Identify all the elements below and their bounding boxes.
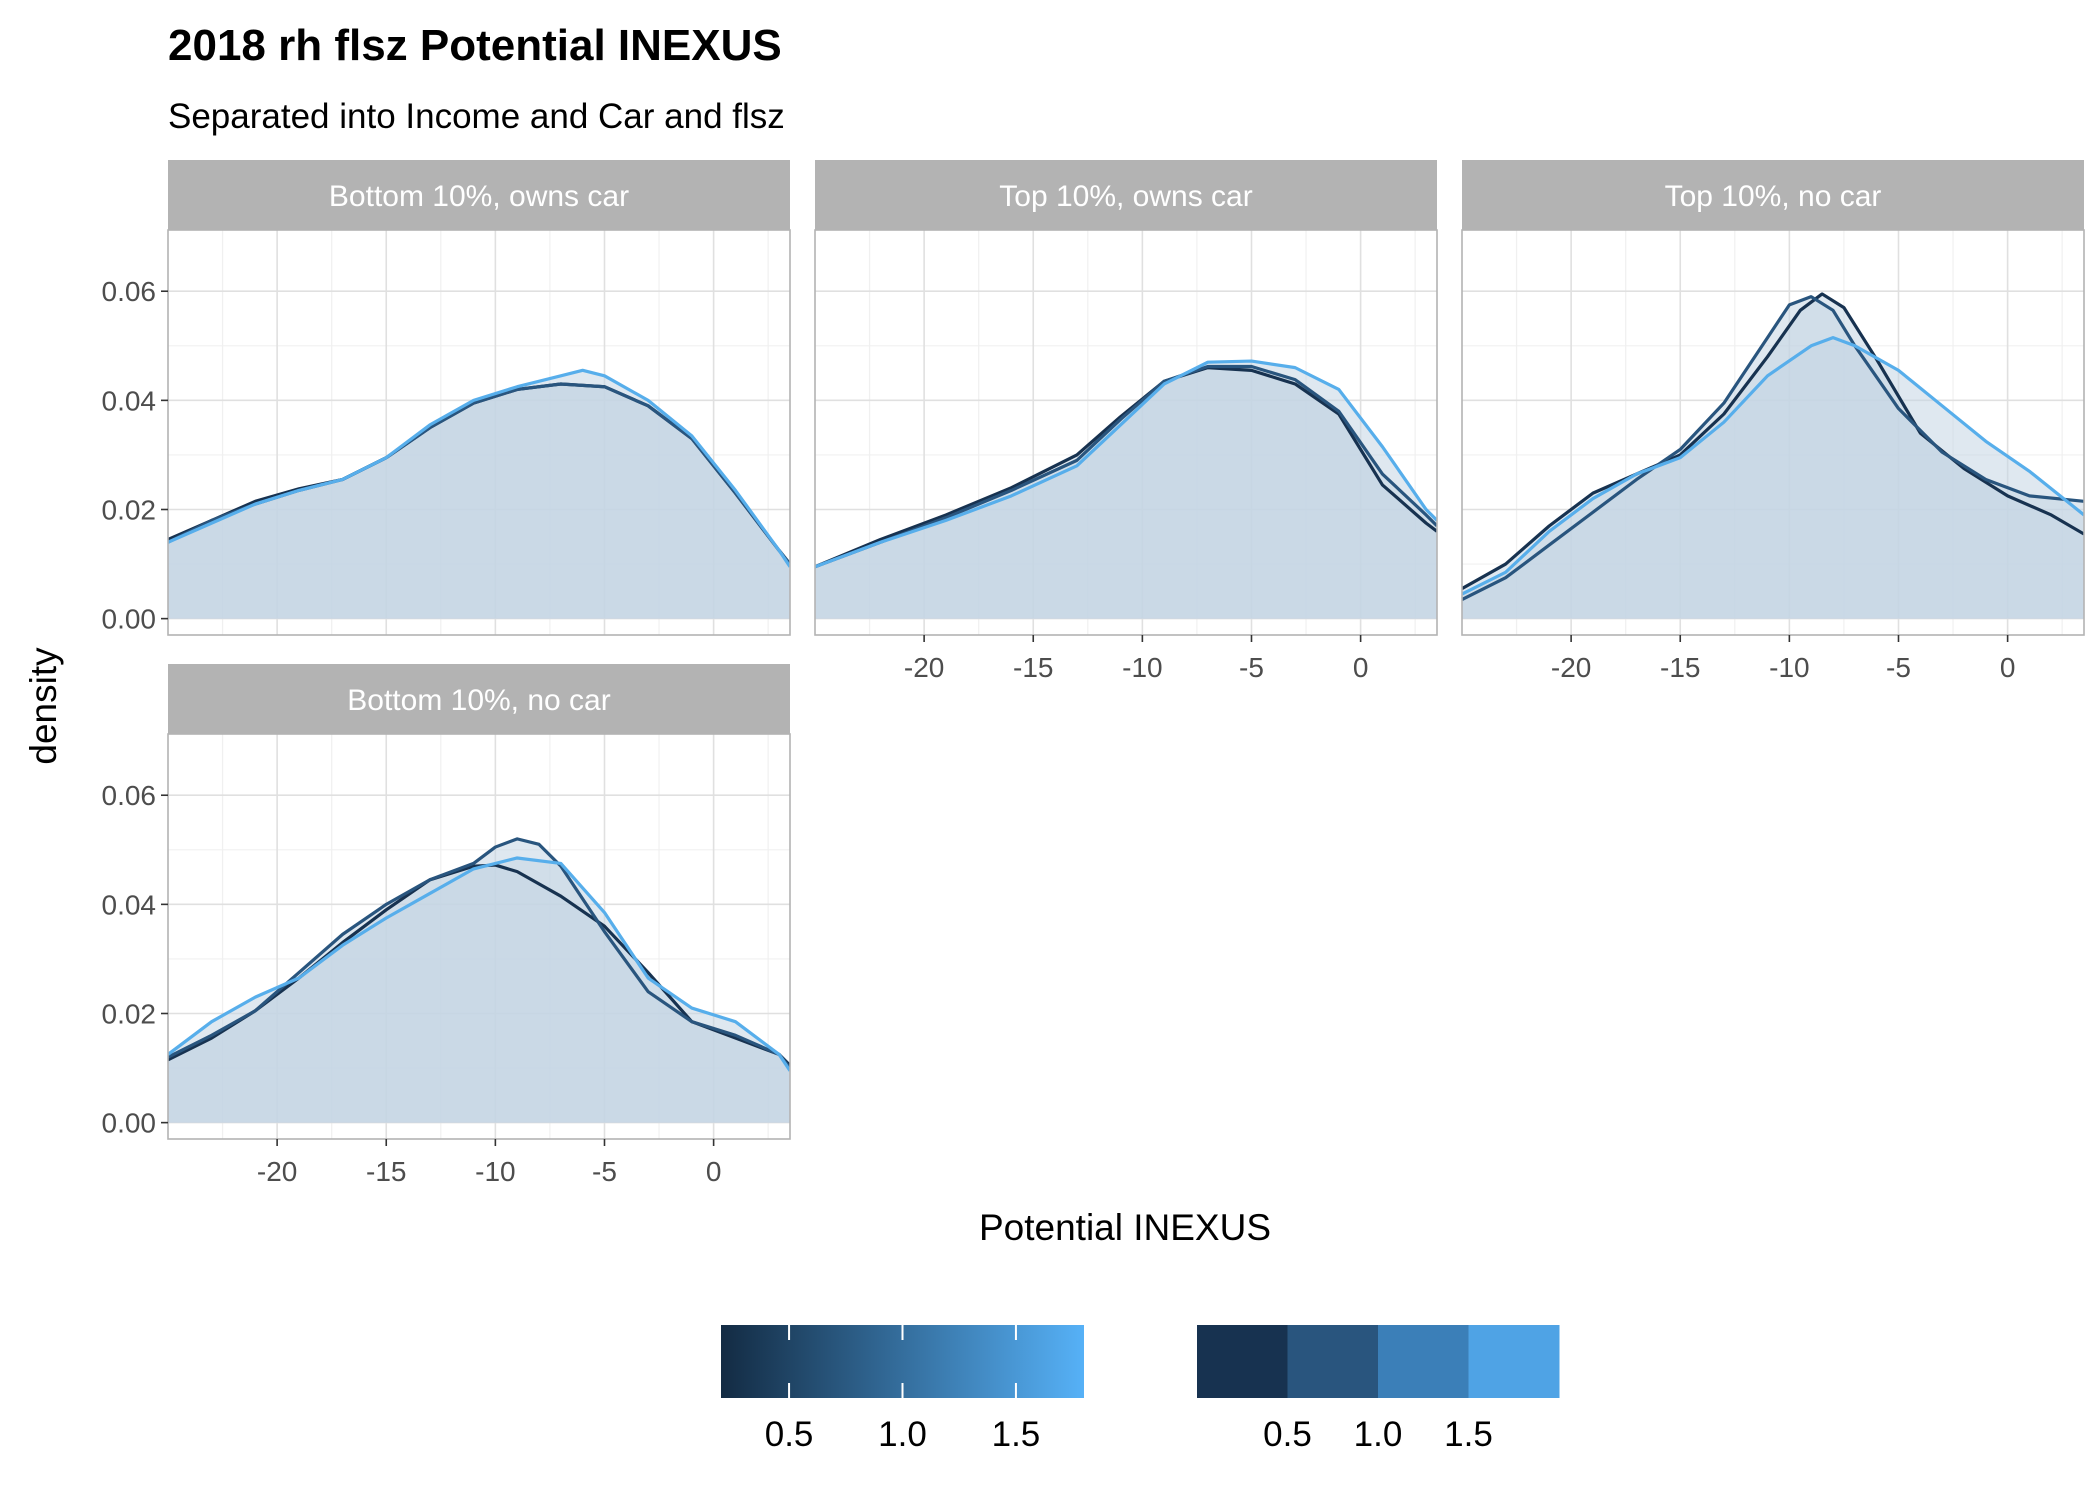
density-line	[168, 856, 790, 1072]
y-tick-label: 0.06	[102, 276, 157, 307]
y-tick-label: 0.00	[102, 604, 157, 635]
facet-strip-label: Bottom 10%, no car	[347, 684, 610, 717]
colorbar-label: 1.5	[992, 1415, 1041, 1454]
facet-strip	[1462, 160, 2084, 230]
facet-strip-label: Top 10%, owns car	[999, 180, 1252, 213]
y-tick-label: 0.06	[102, 780, 157, 811]
panel-border	[814, 229, 1438, 636]
steps-label: 1.5	[1444, 1415, 1493, 1454]
chart-title: 2018 rh flsz Potential INEXUS	[168, 21, 782, 70]
panel-border	[167, 229, 791, 636]
x-tick-label: -20	[1551, 652, 1591, 683]
y-tick-label: 0.02	[102, 998, 157, 1029]
colorbar-legend: 0.5 1.0 1.5	[721, 1325, 1084, 1454]
density-area	[168, 857, 790, 1123]
legend-step	[1378, 1325, 1469, 1398]
x-tick-label: -5	[592, 1156, 617, 1187]
x-tick-label: -10	[1122, 652, 1162, 683]
legends: 0.5 1.0 1.5 0.5 1.0 1.5	[721, 1325, 1560, 1454]
facet-panels: Bottom 10%, owns car 0.00 0.02 0.04 0.06 Top …	[102, 160, 2085, 1187]
y-tick-label: 0.04	[102, 889, 157, 920]
steps-label: 1.0	[1354, 1415, 1403, 1454]
x-tick-label: 0	[2000, 652, 2016, 683]
facet-panel: Top 10%, owns car -20 -15 -10 -5 0	[814, 160, 1438, 683]
density-line	[1462, 292, 2084, 591]
x-tick-label: 0	[706, 1156, 722, 1187]
legend-step	[1287, 1325, 1379, 1398]
x-tick-label: -10	[1769, 652, 1809, 683]
facet-strip	[168, 160, 790, 230]
plot-area	[168, 230, 790, 635]
x-tick-label: -20	[904, 652, 944, 683]
facet-strip	[815, 160, 1437, 230]
density-line	[1462, 295, 2084, 601]
colorbar-label: 1.0	[878, 1415, 927, 1454]
facet-strip	[168, 664, 790, 734]
y-tick-label: 0.04	[102, 385, 157, 416]
x-axis-title: Potential INEXUS	[979, 1207, 1271, 1248]
x-tick-label: -15	[1013, 652, 1053, 683]
facet-strip-label: Top 10%, no car	[1665, 180, 1882, 213]
x-tick-label: -5	[1886, 652, 1911, 683]
x-tick-label: -20	[257, 1156, 297, 1187]
y-axis-title: density	[23, 647, 64, 765]
chart-subtitle: Separated into Income and Car and flsz	[168, 97, 785, 136]
x-tick-label: -5	[1239, 652, 1264, 683]
steps-label: 0.5	[1263, 1415, 1312, 1454]
steps-legend: 0.5 1.0 1.5	[1197, 1325, 1560, 1454]
x-tick-label: 0	[1353, 652, 1369, 683]
facet-strip-label: Bottom 10%, owns car	[329, 180, 629, 213]
legend-step	[1468, 1325, 1560, 1398]
x-tick-label: -10	[475, 1156, 515, 1187]
density-area	[168, 370, 790, 619]
plot-area	[168, 734, 790, 1139]
density-line	[815, 359, 1437, 569]
density-line	[1462, 336, 2084, 596]
plot-area	[1462, 230, 2084, 635]
legend-step	[1197, 1325, 1288, 1398]
colorbar-label: 0.5	[765, 1415, 814, 1454]
panel-border	[167, 733, 791, 1140]
x-tick-label: -15	[1660, 652, 1700, 683]
y-tick-label: 0.02	[102, 494, 157, 525]
density-area	[1462, 337, 2084, 619]
facet-panel: Bottom 10%, no car 0.00 0.02 0.04 0.06 -20 -15…	[102, 664, 791, 1187]
panel-border	[1461, 229, 2085, 636]
x-tick-label: -15	[366, 1156, 406, 1187]
y-tick-label: 0.00	[102, 1108, 157, 1139]
plot-area	[815, 230, 1437, 635]
facet-panel: Bottom 10%, owns car 0.00 0.02 0.04 0.06	[102, 160, 791, 636]
density-area	[815, 361, 1437, 619]
facet-panel: Top 10%, no car -20 -15 -10 -5 0	[1461, 160, 2085, 683]
density-line	[168, 368, 790, 568]
density-line	[168, 837, 790, 1070]
